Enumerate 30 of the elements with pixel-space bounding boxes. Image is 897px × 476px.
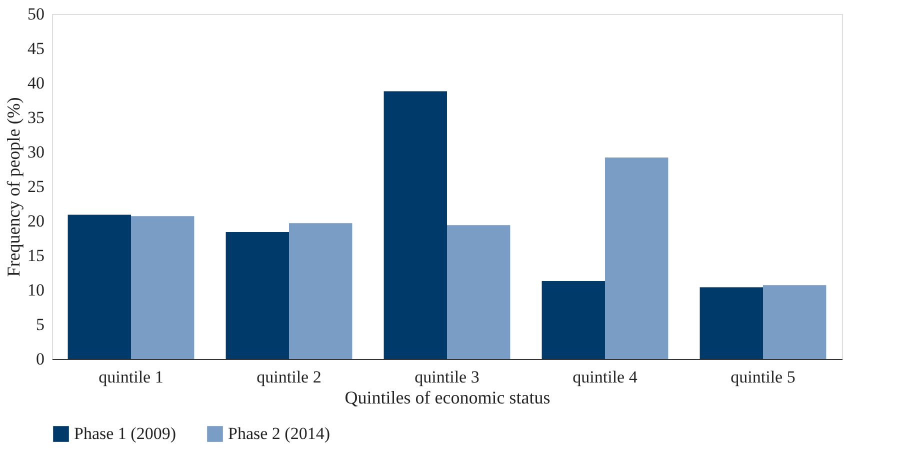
y-tick-label: 25 <box>28 177 44 196</box>
y-tick-label: 15 <box>28 246 44 265</box>
y-axis-title: Frequency of people (%) <box>4 97 24 277</box>
x-axis-title: Quintiles of economic status <box>344 388 550 408</box>
x-tick-label: quintile 4 <box>572 368 638 386</box>
x-tick-label: quintile 2 <box>256 368 322 386</box>
y-tick-label: 20 <box>28 212 44 230</box>
bar <box>700 287 763 359</box>
bar <box>289 223 352 359</box>
bar <box>68 214 131 359</box>
bar <box>384 91 447 359</box>
y-tick-label: 35 <box>28 108 44 127</box>
x-tick-label: quintile 5 <box>730 368 796 386</box>
bar <box>447 225 510 359</box>
legend-label: Phase 1 (2009) <box>74 424 176 443</box>
y-tick-label: 30 <box>28 142 44 162</box>
y-tick-label: 50 <box>28 4 44 24</box>
bar <box>763 285 826 359</box>
y-tick-label: 40 <box>28 74 44 92</box>
bar <box>131 216 194 359</box>
bar <box>542 281 605 359</box>
x-tick-label: quintile 1 <box>98 368 164 386</box>
legend-label: Phase 2 (2014) <box>228 424 330 443</box>
x-tick-label: quintile 3 <box>414 368 480 386</box>
y-tick-label: 5 <box>36 315 44 334</box>
y-tick-label: 0 <box>36 350 44 368</box>
bar <box>605 158 668 359</box>
y-tick-label: 10 <box>28 280 44 300</box>
bar <box>226 232 289 359</box>
y-tick-label: 45 <box>28 39 44 58</box>
